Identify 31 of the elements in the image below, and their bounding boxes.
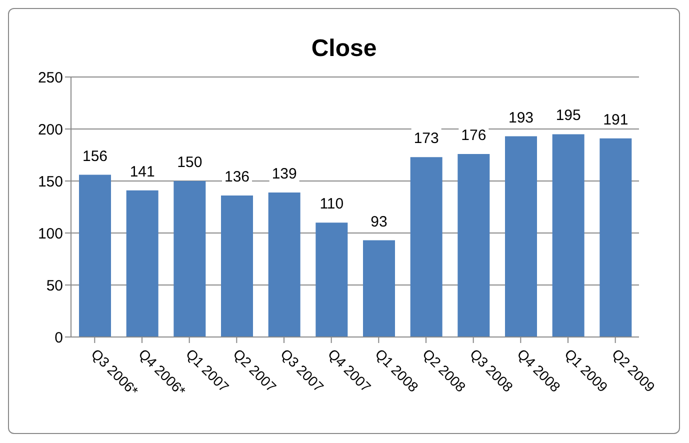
data-label: 173	[414, 130, 439, 148]
bar	[221, 196, 253, 337]
chart-title: Close	[310, 35, 378, 63]
bar	[552, 134, 584, 337]
bar	[600, 138, 632, 337]
bar	[363, 240, 395, 337]
data-label: 110	[320, 196, 344, 213]
y-tick-label: 100	[38, 225, 63, 242]
data-label: 193	[508, 109, 534, 126]
bar	[79, 174, 111, 337]
data-label: 150	[177, 154, 202, 171]
data-label: 141	[130, 163, 155, 180]
data-label: 195	[556, 107, 581, 124]
data-label: 176	[461, 126, 486, 144]
bar	[316, 222, 348, 337]
y-tick-label: 0	[54, 329, 63, 346]
bar	[174, 181, 206, 337]
bar	[268, 192, 300, 337]
y-tick-label: 50	[46, 277, 63, 294]
data-label: 156	[82, 148, 108, 165]
data-label: 136	[224, 168, 250, 186]
bar	[458, 154, 490, 337]
bar	[410, 157, 442, 337]
data-label: 191	[603, 111, 628, 128]
y-tick-label: 250	[38, 69, 63, 86]
bar	[505, 136, 537, 337]
y-tick-label: 200	[38, 121, 63, 138]
bar	[126, 190, 158, 337]
data-label: 93	[370, 213, 388, 230]
data-label: 139	[272, 165, 297, 182]
y-tick-label: 150	[38, 173, 63, 190]
